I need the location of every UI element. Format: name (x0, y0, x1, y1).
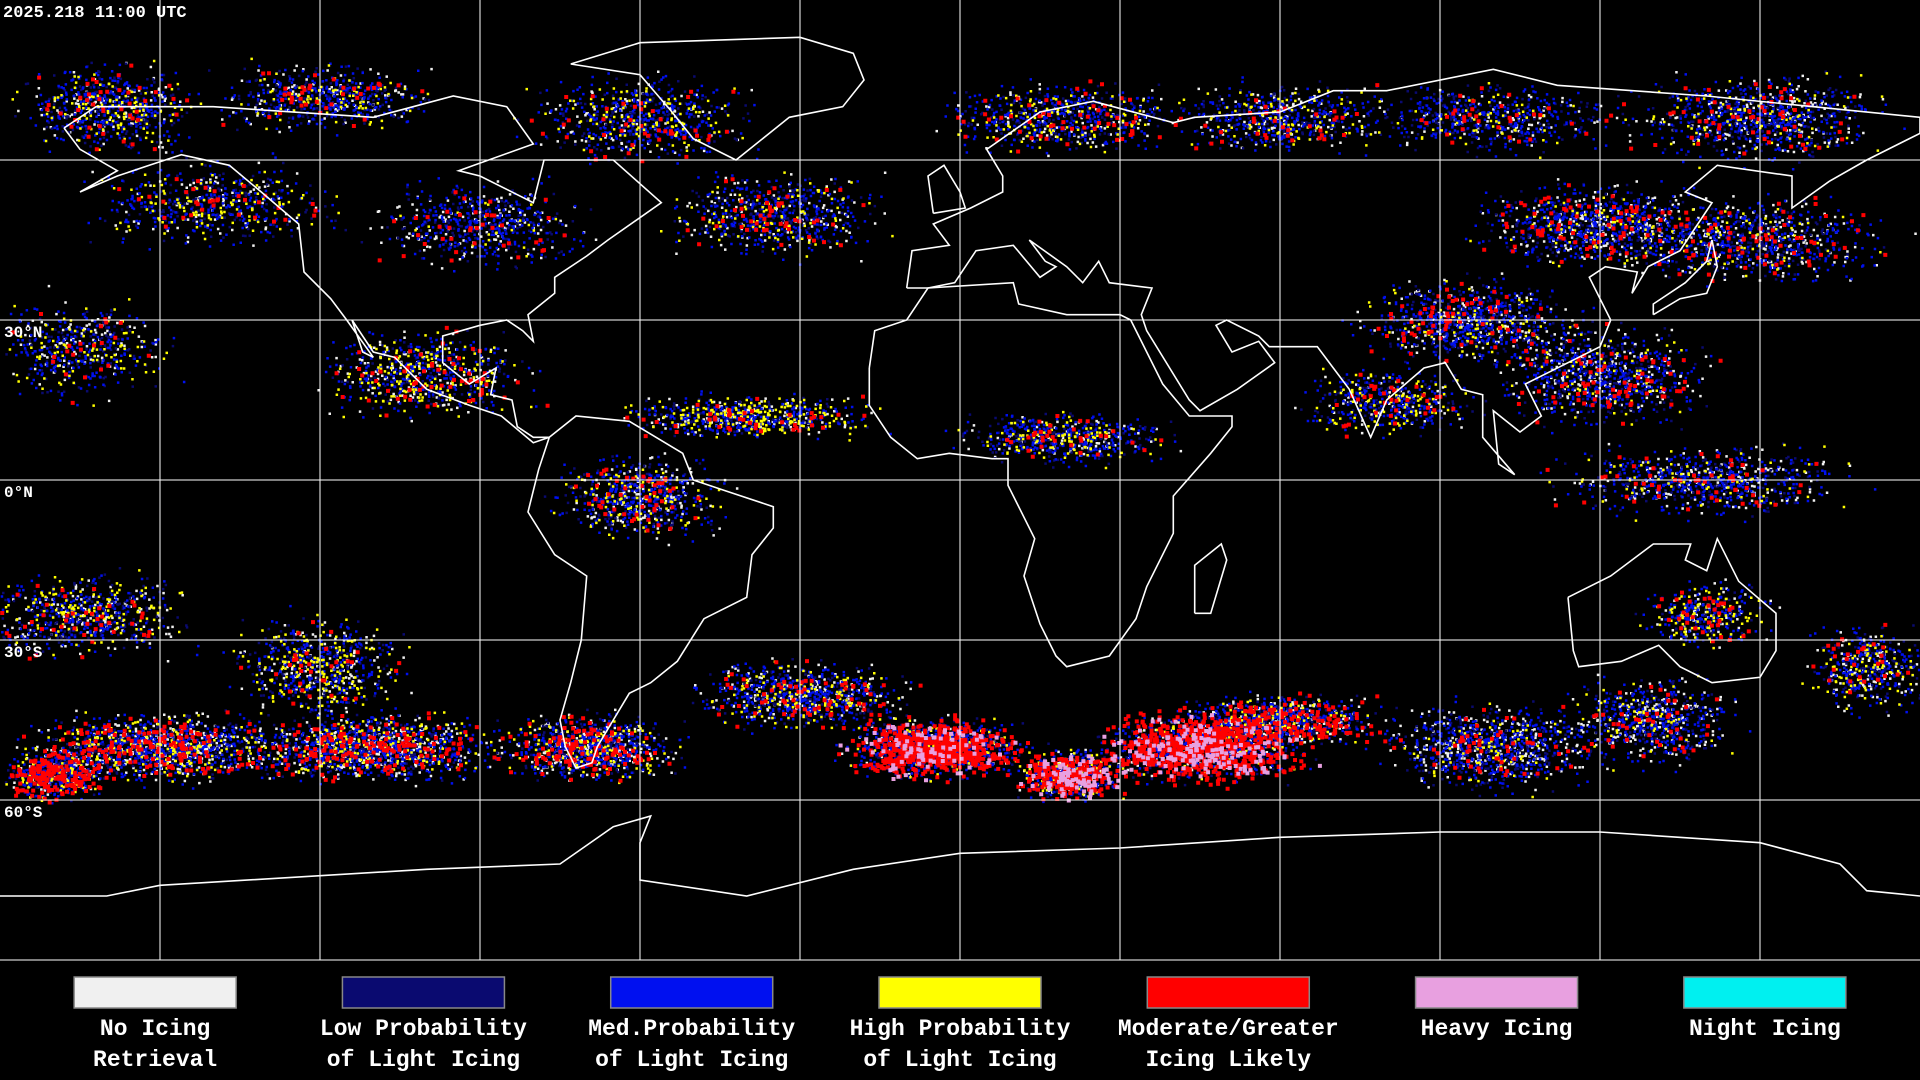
legend-label: No Icing (100, 1016, 210, 1042)
coastline (63, 95, 663, 444)
legend-label: of Light Icing (595, 1047, 788, 1073)
icing-dots (838, 713, 1322, 803)
coastline (868, 281, 1233, 668)
legend-label: Low Probability (320, 1016, 527, 1042)
legend-label: Night Icing (1689, 1016, 1841, 1042)
graticule (0, 0, 1920, 961)
latitude-label: 60°S (4, 804, 43, 822)
legend-swatch (1683, 976, 1847, 1009)
latitude-label: 30°S (4, 644, 43, 662)
legend-swatch (73, 976, 237, 1009)
legend-label: Retrieval (93, 1047, 217, 1073)
coastline (1193, 542, 1228, 615)
icing-layer (0, 57, 1920, 805)
legend-label: Moderate/Greater (1118, 1016, 1339, 1042)
legend-label: of Light Icing (327, 1047, 520, 1073)
legend-label: High Probability (850, 1016, 1071, 1042)
legend-swatch (1146, 976, 1311, 1009)
timestamp: 2025.218 11:00 UTC (3, 4, 187, 23)
legend-label: Heavy Icing (1421, 1016, 1573, 1042)
legend-swatch (1414, 976, 1579, 1009)
latitude-label: 0°N (4, 484, 33, 502)
legend-label: of Light Icing (863, 1047, 1056, 1073)
legend-swatch (341, 976, 506, 1009)
legend: No Icing Retrieval Low Probability of Light… (73, 976, 1847, 1073)
coastline (905, 68, 1920, 476)
latitude-labels: 30°N 0°N 30°S 60°S (4, 324, 43, 822)
legend-label: Med.Probability (588, 1016, 795, 1042)
icing-dots (3, 61, 1919, 797)
icing-dots (0, 63, 1911, 805)
legend-swatch (609, 976, 774, 1009)
icing-dots (4, 57, 1914, 803)
coastline (570, 36, 865, 161)
coastline (1652, 239, 1719, 316)
coastline (527, 415, 775, 769)
coastline (1567, 536, 1777, 684)
legend-label: Icing Likely (1145, 1047, 1311, 1073)
legend-swatch (878, 976, 1042, 1009)
latitude-label: 30°N (4, 324, 42, 342)
